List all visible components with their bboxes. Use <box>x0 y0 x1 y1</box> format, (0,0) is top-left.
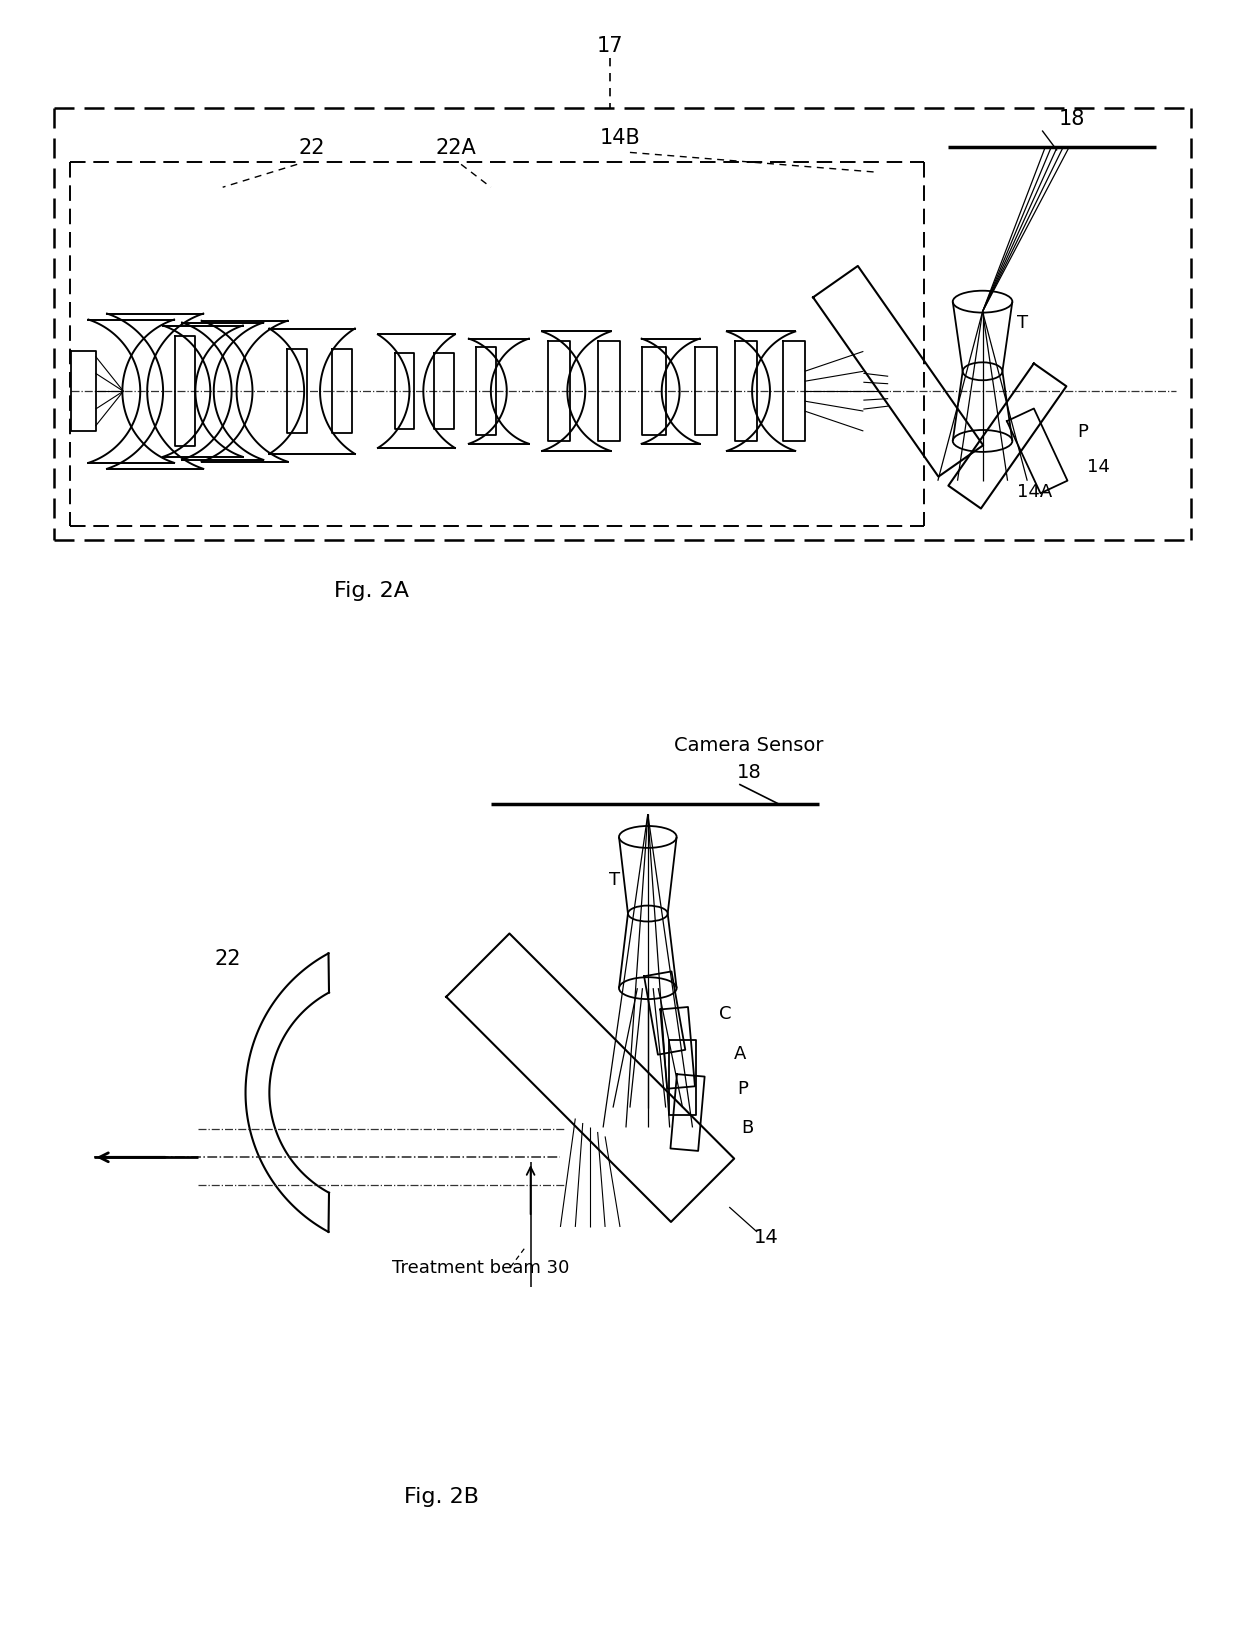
Text: P: P <box>1076 424 1087 440</box>
Text: T: T <box>610 870 620 888</box>
Text: Treatment beam 30: Treatment beam 30 <box>392 1257 569 1276</box>
Text: Fig. 2B: Fig. 2B <box>404 1486 479 1506</box>
Text: 22: 22 <box>299 138 325 158</box>
Text: 22A: 22A <box>435 138 476 158</box>
Text: 18: 18 <box>1059 109 1085 129</box>
Text: Camera Sensor: Camera Sensor <box>675 735 823 755</box>
Text: C: C <box>719 1004 732 1022</box>
Text: 14A: 14A <box>1017 483 1053 501</box>
Text: 14: 14 <box>1086 458 1110 476</box>
Text: 17: 17 <box>596 36 624 56</box>
Text: P: P <box>738 1079 748 1098</box>
Text: 14B: 14B <box>600 129 640 148</box>
Text: 18: 18 <box>737 763 761 781</box>
Text: B: B <box>742 1119 754 1137</box>
Text: T: T <box>1017 313 1028 331</box>
Text: A: A <box>734 1045 746 1063</box>
Text: 22: 22 <box>215 949 241 969</box>
Text: Fig. 2A: Fig. 2A <box>335 580 409 602</box>
Text: 14: 14 <box>754 1228 779 1246</box>
